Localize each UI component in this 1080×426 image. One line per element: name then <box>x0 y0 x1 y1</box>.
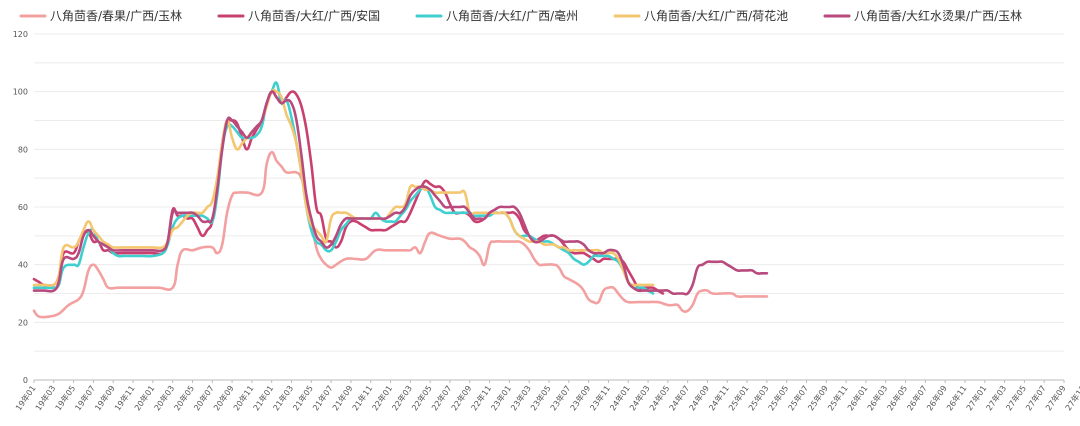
legend-item-2[interactable]: 八角茴香/大红/广西/安国 <box>217 8 380 23</box>
y-axis: 0 20 40 60 80 100 120 <box>13 30 28 385</box>
legend-label: 八角茴香/大红/广西/荷花池 <box>644 8 788 23</box>
legend-item-1[interactable]: 八角茴香/春果/广西/玉林 <box>19 9 182 23</box>
legend-item-5[interactable]: 八角茴香/大红水烫果/广西/玉林 <box>823 8 1022 23</box>
legend-label: 八角茴香/大红水烫果/广西/玉林 <box>854 8 1022 23</box>
legend-label: 八角茴香/大红/广西/安国 <box>248 8 380 23</box>
legend: 八角茴香/春果/广西/玉林 八角茴香/大红/广西/安国 八角茴香/大红/广西/亳州 八… <box>19 8 1022 23</box>
legend-item-3[interactable]: 八角茴香/大红/广西/亳州 <box>415 8 578 23</box>
series-layer <box>32 81 769 319</box>
series-line-3 <box>32 81 655 295</box>
y-tick-label: 100 <box>13 88 28 97</box>
grid <box>34 33 1064 381</box>
y-tick-label: 20 <box>18 318 28 327</box>
y-tick-label: 0 <box>23 376 28 385</box>
y-tick-label: 120 <box>13 30 28 39</box>
y-tick-label: 60 <box>18 203 28 212</box>
x-axis: 19年0119年0319年0519年0719年0919年1120年0120年03… <box>13 380 1080 412</box>
series-line-1 <box>32 150 769 319</box>
legend-item-4[interactable]: 八角茴香/大红/广西/荷花池 <box>613 8 788 23</box>
series-line-2 <box>32 90 665 295</box>
legend-label: 八角茴香/春果/广西/玉林 <box>50 9 182 23</box>
y-tick-label: 40 <box>18 261 28 270</box>
y-tick-label: 80 <box>18 145 28 154</box>
series-line-5 <box>32 90 769 296</box>
legend-label: 八角茴香/大红/广西/亳州 <box>446 8 578 23</box>
